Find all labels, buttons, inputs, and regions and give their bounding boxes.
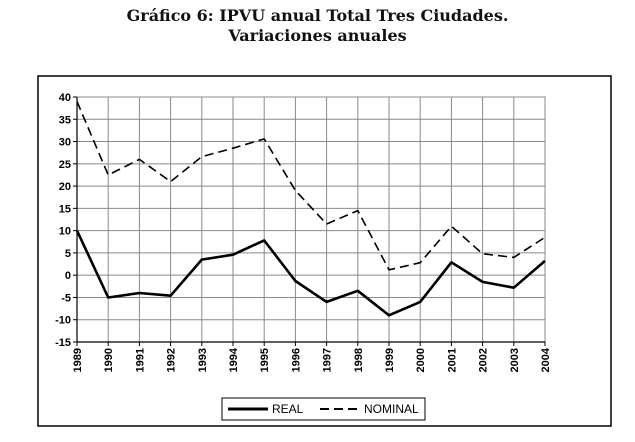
legend-label-nominal: NOMINAL — [364, 402, 419, 416]
x-tick-label: 2002 — [478, 348, 490, 372]
plot-area — [76, 96, 546, 343]
chart-title: Gráfico 6: IPVU anual Total Tres Ciudade… — [0, 6, 635, 46]
x-tick-label: 1998 — [353, 348, 365, 372]
y-tick-label: -5 — [61, 292, 71, 304]
y-tick-label: 5 — [65, 248, 71, 260]
legend-label-real: REAL — [272, 402, 304, 416]
x-tick-label: 2000 — [415, 348, 427, 372]
series-line-real — [75, 230, 546, 317]
x-tick-label: 1992 — [166, 348, 178, 372]
x-tick-label: 1995 — [259, 348, 271, 372]
x-tick-label: 1990 — [103, 348, 115, 372]
y-tick-label: 10 — [59, 226, 71, 238]
x-tick-label: 1997 — [322, 348, 334, 372]
series-line-nominal — [76, 101, 546, 271]
x-axis-ticks: 1989 1990 1991 1992 1993 1994 1995 1996 1997 1998… — [72, 347, 552, 372]
x-tick-label: 2003 — [509, 348, 521, 372]
gridlines — [76, 96, 546, 343]
series-lines — [75, 101, 546, 317]
x-tick-label: 1996 — [290, 348, 302, 372]
y-tick-label: -10 — [55, 315, 71, 327]
chart-frame — [37, 75, 612, 427]
x-tick-label: 1994 — [228, 347, 240, 372]
x-tick-label: 1989 — [72, 348, 84, 372]
axes — [73, 96, 546, 346]
x-tick-label: 2001 — [446, 348, 458, 372]
y-tick-label: 35 — [59, 114, 71, 126]
x-tick-label: 1993 — [197, 348, 209, 372]
x-tick-label: 1991 — [134, 348, 146, 372]
y-tick-label: 25 — [59, 159, 71, 171]
y-tick-label: -15 — [55, 337, 71, 349]
y-tick-label: 40 — [59, 92, 71, 104]
x-tick-label: 2004 — [540, 347, 552, 372]
y-tick-label: 15 — [59, 203, 71, 215]
x-tick-label: 1999 — [384, 348, 396, 372]
legend: REAL NOMINAL — [221, 397, 426, 421]
chart-title-line-2: Variaciones anuales — [228, 26, 407, 45]
y-tick-label: 30 — [59, 137, 71, 149]
chart-title-line-1: Gráfico 6: IPVU anual Total Tres Ciudade… — [126, 6, 509, 25]
y-tick-label: 20 — [59, 181, 71, 193]
y-tick-label: 0 — [65, 270, 71, 282]
y-axis-ticks: -15 -10 -5 0 5 10 15 20 25 30 35 40 — [55, 92, 71, 349]
